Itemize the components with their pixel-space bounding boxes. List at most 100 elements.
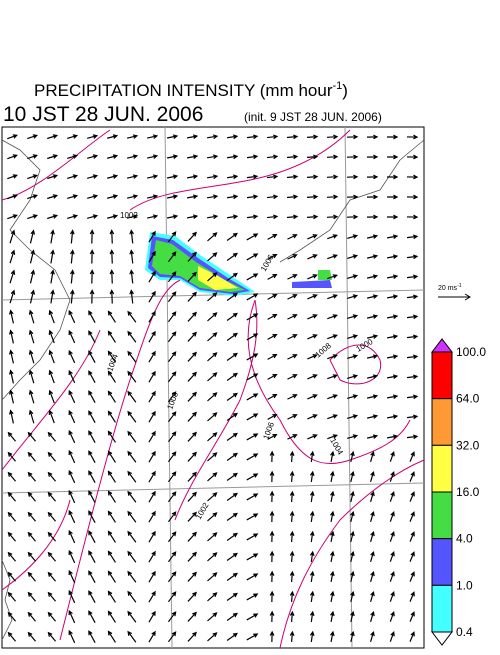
wind-arrow: [88, 490, 96, 504]
wind-arrow: [127, 490, 137, 503]
wind-arrow: [366, 194, 379, 200]
wind-arrow: [327, 254, 338, 260]
wind-arrow: [246, 194, 259, 200]
wind-arrow: [246, 174, 259, 180]
wind-arrow: [47, 631, 56, 642]
wind-arrow: [289, 450, 295, 463]
wind-arrow: [27, 154, 38, 160]
wind-arrow: [330, 490, 335, 503]
wind-arrow: [47, 431, 56, 442]
wind-arrow: [287, 314, 298, 320]
wind-arrow: [246, 553, 259, 561]
colorbar-label: 64.0: [456, 392, 480, 406]
wind-arrow: [206, 154, 219, 160]
wind-arrow: [406, 154, 419, 160]
wind-arrow: [307, 314, 318, 320]
wind-arrow: [347, 234, 359, 239]
title: PRECIPITATION INTENSITY (mm hour-1): [34, 80, 348, 100]
wind-arrow: [167, 611, 177, 623]
wind-arrow: [409, 451, 415, 462]
wind-arrow: [406, 214, 419, 220]
wind-arrow: [246, 473, 259, 481]
wind-arrow: [366, 234, 379, 239]
wind-arrow: [327, 374, 338, 380]
wind-arrow: [326, 214, 339, 220]
wind-arrow: [207, 332, 218, 342]
wind-arrow: [126, 214, 139, 219]
wind-arrow: [89, 249, 95, 264]
wind-arrow: [406, 274, 419, 280]
wind-arrow: [167, 411, 177, 423]
wind-arrow: [346, 174, 359, 180]
wind-arrow: [309, 450, 315, 463]
wind-arrow: [246, 633, 259, 641]
wind-arrow: [167, 251, 177, 263]
wind-arrow: [269, 590, 275, 603]
wind-arrow: [68, 309, 76, 324]
init-time: (init. 9 JST 28 JUN. 2006): [244, 110, 382, 124]
wind-arrow: [7, 571, 16, 582]
wind-arrow: [369, 570, 375, 582]
wind-arrow: [127, 470, 137, 483]
wind-arrow: [366, 374, 379, 379]
wind-arrow: [226, 392, 238, 401]
wind-arrow: [146, 134, 159, 139]
coast: [279, 139, 425, 263]
wind-arrow: [306, 194, 319, 200]
wind-arrow: [366, 274, 379, 279]
wind-arrow: [347, 434, 359, 439]
wind-arrow: [187, 631, 197, 642]
wind-arrow: [9, 229, 16, 244]
wind-arrow: [389, 531, 395, 542]
wind-arrow: [127, 350, 137, 363]
wind-arrow: [346, 154, 359, 160]
wind-arrow: [127, 510, 137, 523]
wind-arrow: [88, 610, 96, 624]
wind-arrow: [148, 390, 156, 403]
wind-arrow: [226, 512, 238, 521]
wind-arrow: [369, 450, 375, 462]
wind-arrow: [167, 391, 177, 403]
wind-arrow: [187, 311, 197, 322]
wind-arrow: [107, 550, 116, 563]
wind-arrow: [186, 134, 199, 140]
wind-arrow: [269, 470, 275, 483]
wind-arrow: [307, 414, 318, 420]
wind-arrow: [269, 450, 275, 463]
wind-arrow: [346, 134, 359, 140]
wind-arrow: [9, 309, 14, 324]
wind-arrow: [167, 291, 177, 303]
wind-arrow: [47, 531, 56, 542]
wind-arrow: [409, 511, 415, 522]
lat-line: [1, 482, 425, 494]
wind-arrow: [326, 174, 339, 180]
wind-arrow: [269, 490, 275, 503]
wind-arrow: [406, 334, 419, 340]
wind-arrow: [27, 571, 36, 582]
wind-arrow: [167, 431, 177, 443]
wind-arrow: [127, 630, 137, 643]
wind-arrow: [127, 430, 137, 443]
wind-arrow: [107, 214, 119, 219]
wind-arrow: [409, 631, 415, 642]
wind-arrow: [107, 610, 116, 623]
wind-arrow: [68, 469, 76, 484]
wind-arrow: [207, 392, 218, 402]
wind-arrow: [289, 610, 295, 623]
wind-arrow: [207, 452, 218, 462]
wind-arrow: [27, 551, 36, 562]
wind-arrow: [246, 134, 259, 140]
reference-label: 20 ms-1: [438, 283, 462, 292]
wind-arrow: [129, 269, 134, 284]
wind-arrow: [167, 331, 177, 343]
wind-arrow: [7, 471, 16, 482]
wind-arrow: [28, 409, 35, 424]
reference-sup: -1: [457, 283, 462, 289]
wind-arrow: [28, 369, 35, 384]
wind-arrow: [307, 334, 318, 340]
wind-arrow: [187, 331, 197, 342]
wind-arrow: [246, 273, 259, 281]
wind-arrow: [206, 194, 219, 200]
wind-arrow: [226, 472, 238, 481]
wind-arrow: [107, 154, 119, 159]
